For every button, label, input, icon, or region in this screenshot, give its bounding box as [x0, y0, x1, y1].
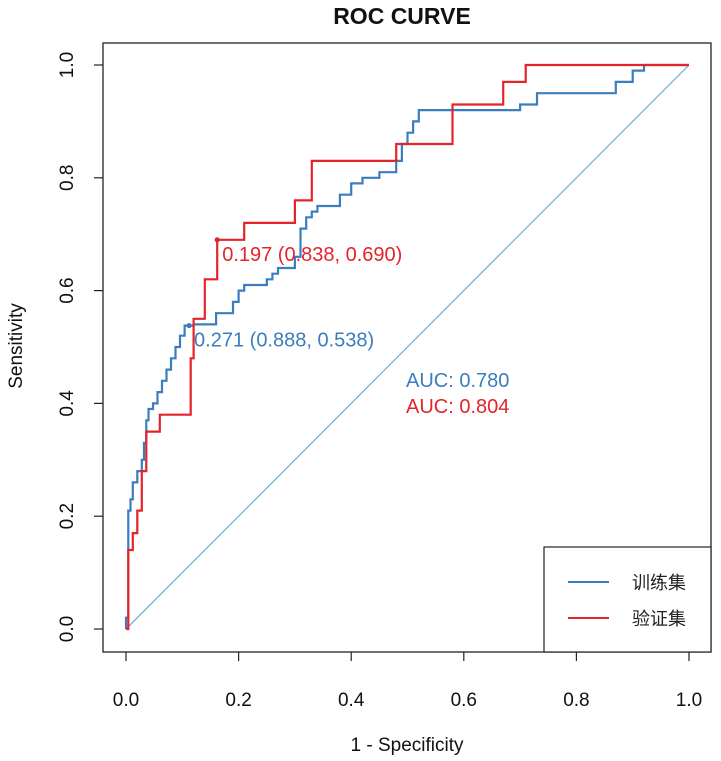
legend-label-series-1: 训练集 — [632, 573, 686, 594]
chart-title: ROC CURVE — [333, 3, 471, 29]
legend-box — [543, 546, 712, 653]
x-tick-label: 0.8 — [563, 690, 589, 711]
roc-line-series-1 — [124, 63, 689, 629]
y-tick-label: 0.4 — [57, 390, 78, 417]
auc-label-series-2: AUC: 0.804 — [406, 396, 509, 418]
threshold-point-series-2 — [214, 237, 220, 243]
x-tick-label: 0.6 — [451, 690, 477, 711]
x-tick-label: 1.0 — [676, 690, 702, 711]
legend-label-series-2: 验证集 — [632, 609, 686, 630]
threshold-label-series-1: 0.271 (0.888, 0.538) — [194, 330, 374, 352]
roc-line-series-2 — [126, 63, 689, 631]
threshold-label-series-2: 0.197 (0.838, 0.690) — [222, 244, 402, 266]
x-axis-title: 1 - Specificity — [351, 735, 464, 756]
plot-frame — [102, 42, 712, 653]
x-tick-label: 0.0 — [113, 690, 139, 711]
x-tick-label: 0.4 — [338, 690, 365, 711]
y-tick-label: 0.8 — [57, 165, 78, 191]
y-tick-label: 0.6 — [57, 277, 78, 303]
y-tick-label: 0.0 — [57, 616, 78, 642]
y-axis-title: Sensitivity — [6, 303, 27, 389]
auc-label-series-1: AUC: 0.780 — [406, 370, 509, 392]
x-tick-label: 0.2 — [225, 690, 251, 711]
reference-diagonal-line — [125, 64, 690, 630]
y-tick-label: 0.2 — [57, 503, 78, 529]
y-tick-label: 1.0 — [57, 52, 78, 78]
threshold-point-series-1 — [186, 322, 192, 329]
